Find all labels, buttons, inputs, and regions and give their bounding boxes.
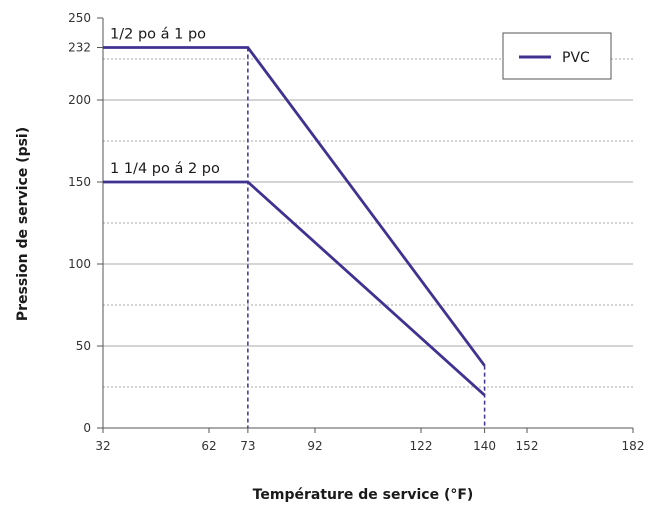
y-axis-title: Pression de service (psi): [15, 127, 31, 321]
y-tick-labels: 0 50 100 150 200 232 250: [68, 11, 91, 435]
series-annotation-1: 1/2 po á 1 po: [110, 27, 206, 43]
legend: PVC: [502, 32, 612, 80]
x-tick-label: 122: [410, 439, 433, 453]
x-tick-label: 62: [201, 439, 216, 453]
y-tick-label: 50: [76, 339, 91, 353]
x-tick-label: 32: [95, 439, 110, 453]
x-tick-label: 73: [240, 439, 255, 453]
x-tick-label: 182: [622, 439, 645, 453]
series-line-1: [103, 46, 486, 367]
temperature-markers: [247, 47, 486, 428]
axes: [97, 17, 634, 433]
x-tick-label: 92: [307, 439, 322, 453]
series-line-2: [103, 180, 486, 397]
y-tick-label: 150: [68, 175, 91, 189]
x-tick-label: 152: [516, 439, 539, 453]
y-tick-label: 250: [68, 11, 91, 25]
y-tick-label: 232: [68, 41, 91, 55]
y-tick-label: 200: [68, 93, 91, 107]
grid-layer: [103, 58, 633, 388]
legend-label: PVC: [562, 50, 590, 66]
series-annotation-2: 1 1/4 po á 2 po: [110, 161, 220, 177]
x-axis-title: Température de service (°F): [253, 487, 474, 503]
series-layer: [103, 46, 486, 397]
annotations: 1/2 po á 1 po 1 1/4 po á 2 po: [110, 27, 220, 177]
x-tick-labels: 32 62 73 92 122 140 152 182: [95, 439, 644, 453]
x-tick-label: 140: [473, 439, 496, 453]
y-tick-label: 0: [83, 421, 91, 435]
y-tick-label: 100: [68, 257, 91, 271]
